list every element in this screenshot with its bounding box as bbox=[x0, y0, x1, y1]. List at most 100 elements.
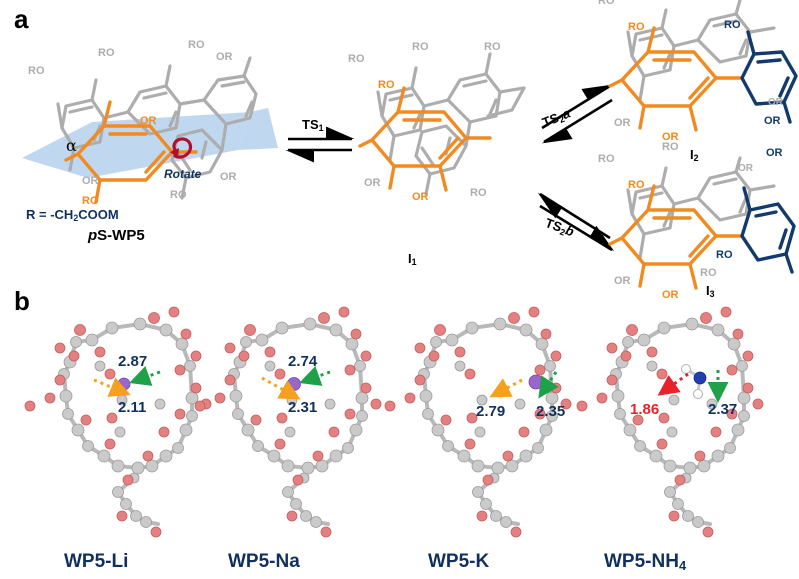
or-label: OR bbox=[614, 275, 631, 287]
wp5-nh4-text: WP5-NH bbox=[604, 551, 679, 572]
distance-label-na-upper: 2.74 bbox=[288, 353, 318, 370]
or-label: OR bbox=[768, 97, 783, 108]
distance-label-nh4-left: 1.86 bbox=[630, 401, 660, 418]
pswp5-grey-skeleton bbox=[56, 56, 258, 200]
ro-label: RO bbox=[188, 39, 205, 51]
or-label: OR bbox=[662, 289, 679, 301]
ro-label: RO bbox=[716, 249, 733, 261]
ro-label: RO bbox=[348, 53, 365, 65]
panel-a-label: a bbox=[14, 4, 29, 34]
wp5-k-text: WP5-K bbox=[428, 551, 490, 572]
ro-label: RO bbox=[378, 79, 395, 91]
panel-b-label: b bbox=[14, 286, 30, 316]
or-label: OR bbox=[614, 117, 631, 129]
ro-label: RO bbox=[724, 19, 741, 31]
distance-arrow-lower-li bbox=[93, 377, 131, 397]
distance-label-li-upper: 2.87 bbox=[118, 353, 148, 370]
ro-label: RO bbox=[82, 195, 99, 207]
ro-label: RO bbox=[700, 267, 717, 279]
distance-arrow-right-k bbox=[538, 371, 559, 399]
ts1-label: TS1 bbox=[302, 118, 324, 133]
r-definition: R = -CH2COOM bbox=[26, 208, 119, 223]
distance-label-k-right: 2.35 bbox=[536, 403, 566, 420]
i3-blue-ring bbox=[740, 186, 796, 274]
wp5-na-text: WP5-Na bbox=[228, 551, 300, 572]
r-definition-sub: 2 bbox=[73, 213, 79, 224]
distance-arrow-upper-na bbox=[299, 366, 331, 386]
alpha-plane-label: α bbox=[66, 136, 77, 155]
i3-orange-ring bbox=[608, 184, 744, 290]
or-label: OR bbox=[738, 163, 753, 174]
distance-label-k-left: 2.79 bbox=[476, 403, 506, 420]
wp5-li-text: WP5-Li bbox=[64, 551, 129, 572]
ts1-arrow bbox=[285, 126, 355, 163]
or-label: OR bbox=[216, 51, 233, 63]
ro-label: RO bbox=[598, 153, 615, 165]
pswp5-prefix: p bbox=[88, 227, 98, 244]
i2-sub: 2 bbox=[693, 153, 699, 164]
i2-blue-ring bbox=[740, 30, 798, 124]
r-definition-tail: COOM bbox=[78, 207, 119, 222]
ts2b-arrow bbox=[537, 192, 615, 252]
distance-label-na-lower: 2.31 bbox=[288, 399, 318, 416]
i3-sub: 3 bbox=[709, 289, 715, 300]
i1-orange-ring bbox=[358, 86, 492, 192]
ro-label: RO bbox=[470, 187, 487, 199]
i3-text: I bbox=[706, 283, 710, 298]
distance-label-li-lower: 2.11 bbox=[118, 399, 147, 416]
model-name-wp5-k: WP5-K bbox=[428, 552, 489, 571]
pswp5-rest: S-WP5 bbox=[97, 227, 145, 244]
ts2a-arrow bbox=[541, 84, 613, 144]
nitrogen-atom bbox=[693, 371, 707, 385]
ro-label: RO bbox=[98, 47, 115, 59]
i1-sub: 1 bbox=[411, 257, 417, 268]
ro-label: RO bbox=[170, 189, 187, 201]
molecular-model-wp5-li bbox=[24, 306, 212, 538]
ts1-sub: 1 bbox=[318, 123, 324, 134]
i1-grey-skeleton bbox=[376, 52, 526, 196]
i1-text: I bbox=[408, 251, 412, 266]
or-label: OR bbox=[662, 131, 679, 143]
ts1-text: TS bbox=[302, 117, 319, 132]
structure-name-i1: I1 bbox=[408, 252, 417, 267]
model-name-wp5-li: WP5-Li bbox=[64, 552, 128, 571]
ro-label: RO bbox=[484, 41, 501, 53]
structure-name-i3: I3 bbox=[706, 284, 715, 299]
molecular-model-wp5-k bbox=[384, 306, 572, 538]
metal-ion-na bbox=[287, 377, 301, 391]
distance-arrow-upper-li bbox=[129, 366, 161, 386]
or-label: OR bbox=[364, 177, 381, 189]
distance-arrow-left-k bbox=[489, 378, 523, 398]
i2-text: I bbox=[690, 147, 694, 162]
metal-ion-k bbox=[528, 374, 544, 390]
i2-orange-ring bbox=[608, 26, 744, 132]
r-definition-main: R = -CH bbox=[26, 207, 74, 222]
ammonium-guest bbox=[681, 364, 707, 399]
or-label: OR bbox=[766, 147, 783, 159]
structure-name-i2: I2 bbox=[690, 148, 699, 163]
or-label: OR bbox=[220, 171, 237, 183]
distance-label-nh4-right: 2.37 bbox=[708, 401, 738, 418]
wp5-nh4-sub: 4 bbox=[678, 558, 687, 574]
metal-ion-li bbox=[117, 377, 131, 391]
ro-label: RO bbox=[412, 41, 429, 53]
ro-label: RO bbox=[628, 21, 645, 33]
molecular-model-wp5-nh4 bbox=[576, 306, 764, 538]
rotate-label: Rotate bbox=[164, 167, 202, 181]
molecular-model-wp5-na bbox=[194, 306, 382, 538]
ro-label: RO bbox=[28, 65, 45, 77]
ro-label: RO bbox=[662, 141, 679, 153]
structure-name-pswp5: pS-WP5 bbox=[88, 228, 145, 243]
ro-label: RO bbox=[628, 179, 645, 191]
or-label: OR bbox=[764, 115, 781, 127]
model-name-wp5-na: WP5-Na bbox=[228, 552, 300, 571]
or-label: OR bbox=[82, 175, 99, 187]
i2-grey-skeleton bbox=[626, 0, 776, 102]
rotate-arrow-icon bbox=[170, 137, 193, 159]
or-label: OR bbox=[140, 115, 157, 127]
model-name-wp5-nh4: WP5-NH4 bbox=[604, 552, 686, 573]
or-label: OR bbox=[412, 191, 429, 203]
distance-arrow-left-nh4 bbox=[657, 372, 689, 396]
